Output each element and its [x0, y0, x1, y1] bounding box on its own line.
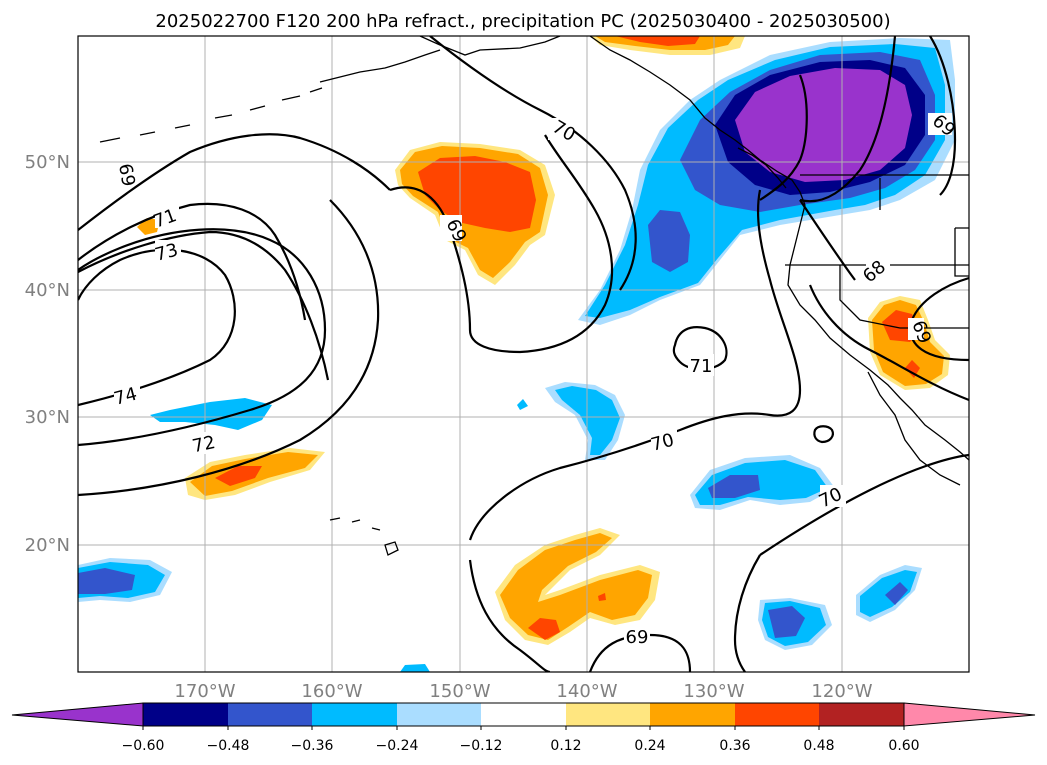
baja-coast — [867, 371, 961, 486]
colorbar-tick-label: 0.12 — [550, 738, 581, 754]
colorbar-segment — [735, 703, 819, 726]
contour-70-north — [429, 36, 637, 291]
lon-axis-labels: 170°W 160°W 150°W 140°W 130°W 120°W — [174, 681, 872, 702]
contour-label: 69 — [114, 162, 139, 188]
shade-ak-pos036 — [615, 36, 700, 46]
state-border-c — [954, 227, 969, 277]
colorbar-tick-label: −0.60 — [122, 738, 165, 754]
shade-mid-neg036 — [708, 475, 760, 498]
colorbar-segment — [143, 703, 228, 726]
contour-71-mid — [672, 326, 728, 371]
vancouver-island — [737, 147, 787, 189]
shade-s-pos024 — [500, 533, 652, 640]
contour-east-south — [733, 554, 761, 672]
precip-negative-shading — [78, 38, 955, 672]
contour-south-loop — [468, 559, 551, 672]
colorbar-segment — [397, 703, 481, 726]
colorbar-segment — [312, 703, 397, 726]
lon-label: 150°W — [429, 681, 490, 702]
aleutian-islands — [99, 87, 323, 143]
shade-goa-pos036 — [418, 156, 536, 232]
contour-east — [808, 284, 969, 402]
lat-axis-labels: 50°N 40°N 30°N 20°N — [25, 152, 70, 556]
contour-71-west — [78, 202, 307, 321]
contour-small-loop — [813, 425, 834, 444]
shade-s-pos036b — [598, 593, 606, 601]
contour-label: 69 — [626, 627, 649, 648]
lon-label: 160°W — [301, 681, 362, 702]
colorbar-ticks — [142, 726, 905, 730]
hawaii-islands — [329, 517, 399, 556]
lon-label: 170°W — [174, 681, 235, 702]
contour-label: 72 — [190, 432, 217, 457]
colorbar-segment — [819, 703, 904, 726]
shade-nw-neg060 — [735, 68, 912, 182]
lat-label: 20°N — [25, 535, 70, 556]
lat-label: 30°N — [25, 407, 70, 428]
map-panel: 69 71 73 74 72 70 69 71 70 70 69 68 69 — [78, 36, 969, 672]
contour-bc — [759, 74, 808, 201]
contour-74-west — [78, 248, 236, 407]
colorbar-segment — [228, 703, 312, 726]
contour-69-ne-far — [929, 36, 957, 196]
lon-label: 120°W — [811, 681, 872, 702]
colorbar-tick-label: 0.24 — [634, 738, 665, 754]
colorbar-tick-label: 0.48 — [803, 738, 834, 754]
map-title: 2025022700 F120 200 hPa refract., precip… — [155, 11, 890, 32]
contour-68-ne — [799, 199, 856, 281]
colorbar-low-extend — [11, 702, 144, 727]
colorbar-tick-label: −0.24 — [376, 738, 419, 754]
colorbar-segment — [650, 703, 735, 726]
contour-70-mid — [468, 189, 802, 541]
colorbar-tick-label: −0.12 — [460, 738, 503, 754]
lon-label: 130°W — [683, 681, 744, 702]
colorbar-high-extend — [903, 702, 1036, 727]
lat-label: 50°N — [25, 152, 70, 173]
us-west-coast — [787, 204, 969, 461]
colorbar-segment — [566, 703, 650, 726]
shade-se-neg036 — [768, 606, 805, 638]
shade-nw-neg036b — [648, 210, 690, 272]
shade-far-se-neg036 — [885, 582, 908, 605]
contour-69-ne — [799, 36, 897, 203]
colorbar: −0.60 −0.48 −0.36 −0.24 −0.12 0.12 0.24 … — [11, 702, 1036, 754]
colorbar-tick-label: 0.36 — [719, 738, 750, 754]
shade-w-band-pos036 — [215, 466, 262, 486]
shade-bottom-neg — [400, 664, 430, 672]
contour-label: 71 — [690, 356, 713, 377]
alaska-panhandle — [589, 36, 721, 131]
lon-label: 140°W — [556, 681, 617, 702]
shade-dot-neg — [517, 399, 528, 410]
contour-70-west — [78, 199, 380, 497]
shade-w-neg024 — [150, 398, 272, 430]
refractivity-contours — [78, 36, 969, 672]
contour-73-west — [78, 230, 330, 381]
contour-labels: 69 71 73 74 72 70 69 71 70 70 69 68 69 — [112, 110, 959, 648]
colorbar-tick-label: −0.48 — [207, 738, 250, 754]
bc-coast — [719, 129, 806, 206]
colorbar-tick-label: 0.60 — [888, 738, 919, 754]
contour-69-west — [78, 133, 391, 231]
aleutian-peninsula — [319, 49, 441, 83]
colorbar-tick-label: −0.36 — [291, 738, 334, 754]
shade-ca-pos036b — [905, 360, 920, 378]
colorbar-frame — [142, 702, 905, 727]
shade-s-pos036 — [528, 618, 560, 640]
map-frame — [77, 35, 970, 673]
precip-positive-shading — [137, 36, 950, 645]
lat-label: 40°N — [25, 280, 70, 301]
contour-72-west — [78, 228, 327, 447]
colorbar-segment — [481, 703, 566, 726]
shade-sw-neg036 — [78, 568, 135, 594]
contour-70-south — [759, 453, 969, 556]
